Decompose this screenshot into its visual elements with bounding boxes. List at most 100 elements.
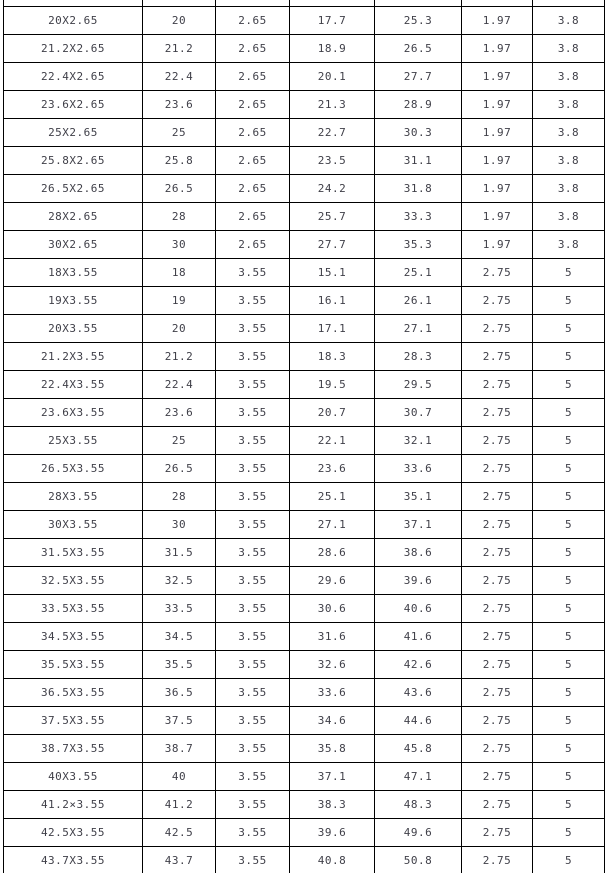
table-cell: 37.1 bbox=[289, 762, 375, 791]
table-cell: 1.97 bbox=[461, 34, 533, 63]
table-cell: 5 bbox=[532, 762, 605, 791]
table-cell: 2.75 bbox=[461, 734, 533, 763]
table-cell: 3.55 bbox=[215, 342, 290, 371]
table-cell: 15.1 bbox=[289, 258, 375, 287]
table-cell: 40.6 bbox=[374, 594, 462, 623]
table-cell: 30.3 bbox=[374, 118, 462, 147]
table-cell: 26.5 bbox=[374, 34, 462, 63]
table-cell: 32.5X3.55 bbox=[3, 566, 143, 595]
table-cell: 2.75 bbox=[461, 538, 533, 567]
table-cell: 40.8 bbox=[289, 846, 375, 873]
table-cell: 2.75 bbox=[461, 398, 533, 427]
table-cell: 38.3 bbox=[289, 790, 375, 819]
table-cell: 1.97 bbox=[461, 146, 533, 175]
table-row: 21.2X2.65 21.2 2.65 18.9 26.5 1.97 3.8 bbox=[3, 34, 605, 63]
table-row: 20X3.55 20 3.55 17.1 27.1 2.75 5 bbox=[3, 314, 605, 343]
table-cell: 3.8 bbox=[532, 230, 605, 259]
table-cell: 5 bbox=[532, 482, 605, 511]
table-cell: 36.5X3.55 bbox=[3, 678, 143, 707]
table-cell: 2.75 bbox=[461, 594, 533, 623]
table-cell: 26.5 bbox=[142, 174, 216, 203]
table-cell: 5 bbox=[532, 538, 605, 567]
table-cell: 3.55 bbox=[215, 790, 290, 819]
table-cell: 33.3 bbox=[374, 202, 462, 231]
table-cell: 18X3.55 bbox=[3, 258, 143, 287]
table-cell: 32.1 bbox=[374, 426, 462, 455]
table-cell: 18.3 bbox=[289, 342, 375, 371]
table-cell: 28.9 bbox=[374, 90, 462, 119]
table-cell: 3.55 bbox=[215, 482, 290, 511]
table-cell: 1.97 bbox=[461, 230, 533, 259]
table-cell: 33.5X3.55 bbox=[3, 594, 143, 623]
spec-table: 20X2.65 20 2.65 17.7 25.3 1.97 3.8 21.2X2.65 21.… bbox=[3, 0, 605, 873]
table-cell: 2.75 bbox=[461, 510, 533, 539]
table-cell: 19 bbox=[142, 286, 216, 315]
table-row: 25.8X2.65 25.8 2.65 23.5 31.1 1.97 3.8 bbox=[3, 146, 605, 175]
table-cell: 21.2 bbox=[142, 342, 216, 371]
table-cell: 2.75 bbox=[461, 314, 533, 343]
table-cell: 2.65 bbox=[215, 146, 290, 175]
table-row: 25X3.55 25 3.55 22.1 32.1 2.75 5 bbox=[3, 426, 605, 455]
table-row: 18X3.55 18 3.55 15.1 25.1 2.75 5 bbox=[3, 258, 605, 287]
table-cell: 3.8 bbox=[532, 202, 605, 231]
table-cell: 31.1 bbox=[374, 146, 462, 175]
table-cell: 3.55 bbox=[215, 818, 290, 847]
table-cell: 3.8 bbox=[532, 62, 605, 91]
table-cell: 35.5X3.55 bbox=[3, 650, 143, 679]
table-cell: 2.75 bbox=[461, 846, 533, 873]
table-cell: 2.75 bbox=[461, 482, 533, 511]
table-cell: 17.1 bbox=[289, 314, 375, 343]
table-cell: 3.55 bbox=[215, 846, 290, 873]
table-cell: 5 bbox=[532, 510, 605, 539]
table-cell: 31.5 bbox=[142, 538, 216, 567]
table-cell: 3.55 bbox=[215, 594, 290, 623]
table-cell: 37.5 bbox=[142, 706, 216, 735]
table-cell: 22.1 bbox=[289, 426, 375, 455]
table-cell: 5 bbox=[532, 370, 605, 399]
table-cell: 19X3.55 bbox=[3, 286, 143, 315]
table-cell: 26.5X2.65 bbox=[3, 174, 143, 203]
table-cell: 2.65 bbox=[215, 174, 290, 203]
table-cell: 17.7 bbox=[289, 6, 375, 35]
table-cell: 3.55 bbox=[215, 566, 290, 595]
table-cell: 24.2 bbox=[289, 174, 375, 203]
spec-table-body: 20X2.65 20 2.65 17.7 25.3 1.97 3.8 21.2X2.65 21.… bbox=[3, 0, 605, 873]
table-cell: 2.75 bbox=[461, 286, 533, 315]
table-cell: 23.6X3.55 bbox=[3, 398, 143, 427]
table-cell: 30 bbox=[142, 230, 216, 259]
table-cell: 39.6 bbox=[289, 818, 375, 847]
table-cell: 45.8 bbox=[374, 734, 462, 763]
table-cell: 5 bbox=[532, 734, 605, 763]
table-cell: 5 bbox=[532, 258, 605, 287]
table-cell: 40 bbox=[142, 762, 216, 791]
table-row: 43.7X3.55 43.7 3.55 40.8 50.8 2.75 5 bbox=[3, 846, 605, 873]
table-cell: 31.8 bbox=[374, 174, 462, 203]
table-row: 26.5X2.65 26.5 2.65 24.2 31.8 1.97 3.8 bbox=[3, 174, 605, 203]
table-cell: 2.65 bbox=[215, 90, 290, 119]
table-cell: 22.7 bbox=[289, 118, 375, 147]
table-row: 32.5X3.55 32.5 3.55 29.6 39.6 2.75 5 bbox=[3, 566, 605, 595]
table-cell: 5 bbox=[532, 678, 605, 707]
table-row: 42.5X3.55 42.5 3.55 39.6 49.6 2.75 5 bbox=[3, 818, 605, 847]
table-cell: 42.5X3.55 bbox=[3, 818, 143, 847]
table-row: 34.5X3.55 34.5 3.55 31.6 41.6 2.75 5 bbox=[3, 622, 605, 651]
table-cell: 26.5 bbox=[142, 454, 216, 483]
table-cell: 38.7 bbox=[142, 734, 216, 763]
table-cell: 3.55 bbox=[215, 286, 290, 315]
table-cell: 5 bbox=[532, 594, 605, 623]
table-cell: 2.75 bbox=[461, 342, 533, 371]
table-cell: 1.97 bbox=[461, 202, 533, 231]
table-cell: 2.75 bbox=[461, 622, 533, 651]
table-row: 35.5X3.55 35.5 3.55 32.6 42.6 2.75 5 bbox=[3, 650, 605, 679]
table-cell: 33.6 bbox=[289, 678, 375, 707]
table-cell: 22.4 bbox=[142, 62, 216, 91]
table-cell: 32.6 bbox=[289, 650, 375, 679]
table-cell: 27.7 bbox=[289, 230, 375, 259]
table-cell: 31.5X3.55 bbox=[3, 538, 143, 567]
table-cell: 3.8 bbox=[532, 118, 605, 147]
table-cell: 28X3.55 bbox=[3, 482, 143, 511]
table-cell: 5 bbox=[532, 846, 605, 873]
table-cell: 29.6 bbox=[289, 566, 375, 595]
table-cell: 25.8 bbox=[142, 146, 216, 175]
table-cell: 28 bbox=[142, 482, 216, 511]
